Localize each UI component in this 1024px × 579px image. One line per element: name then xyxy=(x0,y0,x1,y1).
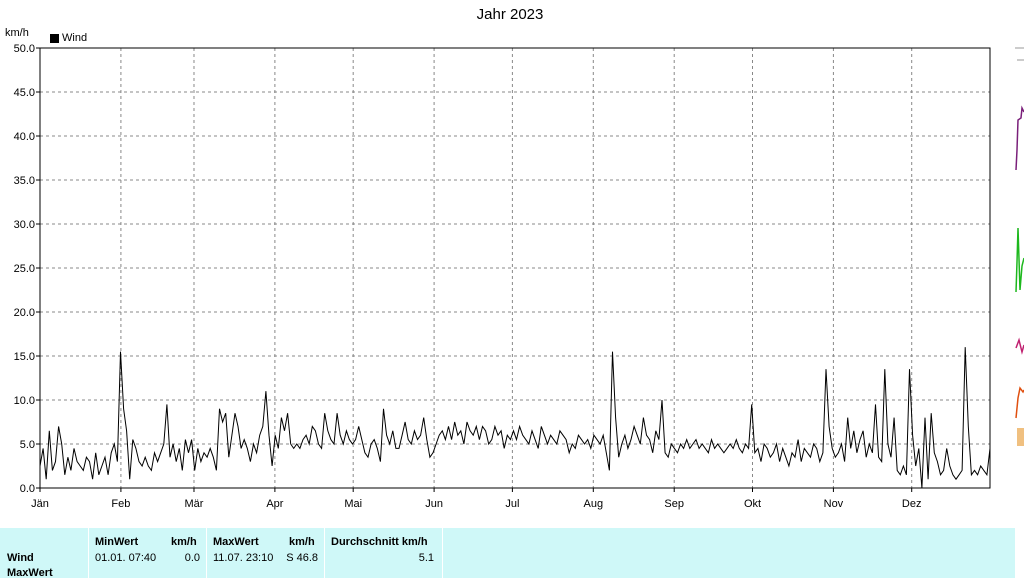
legend-swatch xyxy=(50,33,59,43)
min-time: 01.01. 07:40 xyxy=(95,552,157,564)
y-tick-label: 40.0 xyxy=(14,131,35,143)
series-layer xyxy=(39,347,991,489)
y-tick-label: 10.0 xyxy=(14,395,35,407)
average-header: Durchschnitt km/h xyxy=(331,536,428,548)
y-tick-label: 35.0 xyxy=(14,175,35,187)
y-tick-label: 15.0 xyxy=(14,351,35,363)
max-column: MaxWert km/h 11.07. 23:10 S 46.8 xyxy=(206,528,324,578)
x-tick-label: Sep xyxy=(664,498,684,510)
max-value: S 46.8 xyxy=(286,552,318,564)
row-label-maxwert: MaxWert xyxy=(7,567,53,579)
x-tick-label: Mai xyxy=(344,498,362,510)
legend-label-wind: Wind xyxy=(62,32,88,44)
chart-title: Jahr 2023 xyxy=(476,6,544,23)
y-tick-label: 45.0 xyxy=(14,87,35,99)
min-column: MinWert km/h 01.01. 07:40 0.0 xyxy=(88,528,206,578)
min-value: 0.0 xyxy=(184,552,200,564)
x-tick-label: Jun xyxy=(425,498,443,510)
max-header: MaxWert xyxy=(213,536,259,548)
average-value: 5.1 xyxy=(418,552,434,564)
y-tick-label: 25.0 xyxy=(14,263,35,275)
x-tick-label: Nov xyxy=(824,498,844,510)
min-unit: km/h xyxy=(171,536,197,548)
x-tick-label: Okt xyxy=(744,498,761,510)
x-tick-label: Mär xyxy=(185,498,204,510)
x-tick-label: Dez xyxy=(902,498,922,510)
average-column: Durchschnitt km/h 5.1 xyxy=(324,528,443,578)
y-tick-label: 5.0 xyxy=(20,439,35,451)
row-label-wind: Wind xyxy=(7,552,34,564)
max-unit: km/h xyxy=(289,536,315,548)
series-line-wind xyxy=(39,347,991,489)
x-axis-ticks: Jän Feb Mär Apr Mai Jun Jul Aug Sep Okt Nov Dez xyxy=(31,488,921,510)
y-tick-label: 0.0 xyxy=(20,483,35,495)
chart-grid xyxy=(40,48,990,488)
legend: Wind xyxy=(50,32,87,44)
x-tick-label: Jän xyxy=(31,498,49,510)
y-tick-label: 20.0 xyxy=(14,307,35,319)
y-tick-label: 30.0 xyxy=(14,219,35,231)
y-axis-ticks: 0.0 5.0 10.0 15.0 20.0 25.0 30.0 35.0 40.0 45.0 50… xyxy=(14,43,40,495)
x-tick-label: Aug xyxy=(584,498,604,510)
x-tick-label: Apr xyxy=(266,498,283,510)
x-tick-label: Feb xyxy=(111,498,130,510)
statistics-panel: Wind MaxWert MinWert km/h 01.01. 07:40 0… xyxy=(0,528,1015,579)
x-tick-label: Jul xyxy=(505,498,519,510)
max-time: 11.07. 23:10 xyxy=(213,552,274,564)
right-edge-strip xyxy=(1014,0,1024,578)
y-axis-unit: km/h xyxy=(5,27,29,39)
y-tick-label: 50.0 xyxy=(14,43,35,55)
min-header: MinWert xyxy=(95,536,139,548)
